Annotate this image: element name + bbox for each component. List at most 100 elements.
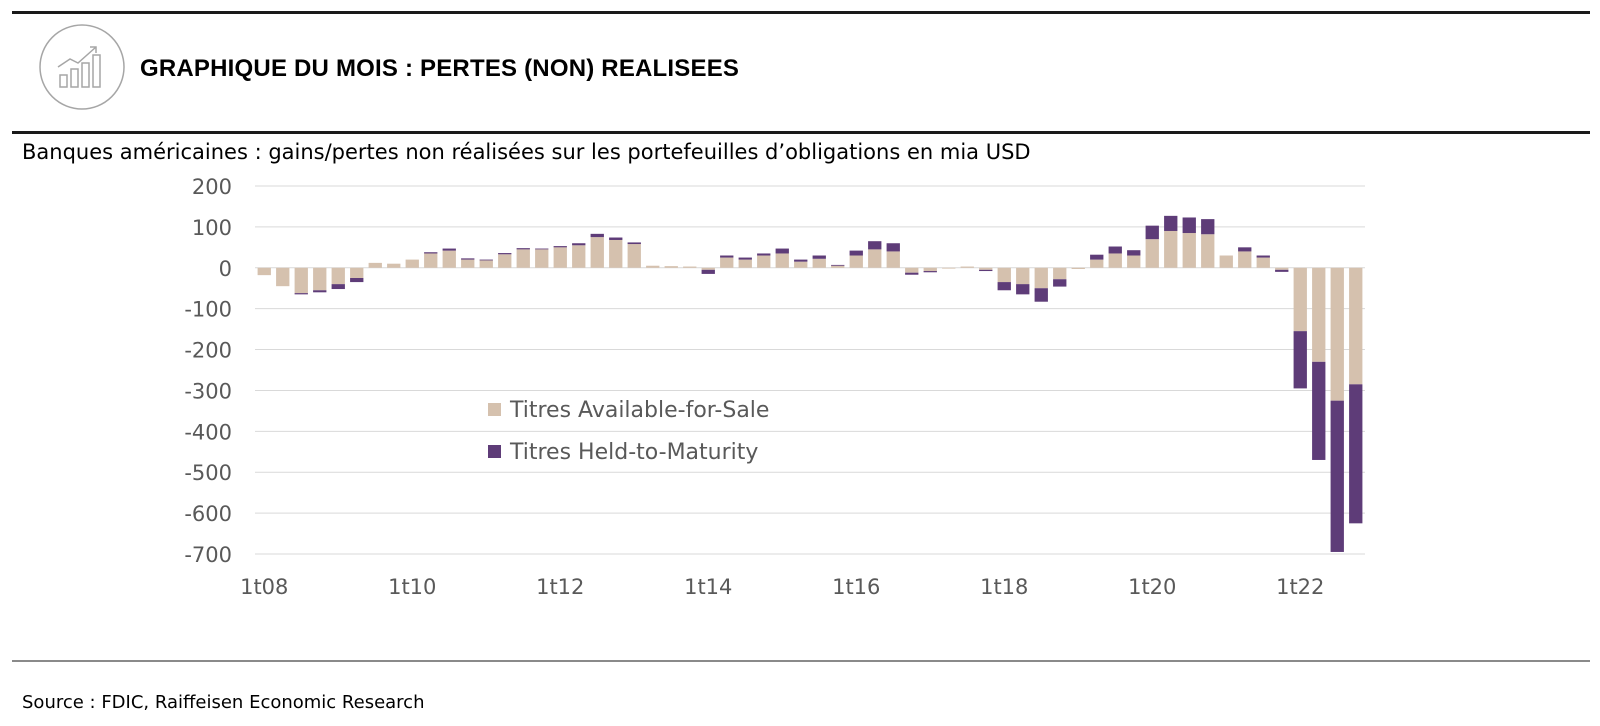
bar-htm bbox=[294, 293, 308, 295]
bar-htm bbox=[516, 248, 530, 250]
y-tick-label: 0 bbox=[219, 257, 232, 281]
y-tick-label: 100 bbox=[192, 216, 232, 240]
chart-gridlines bbox=[255, 185, 1365, 555]
bar-htm bbox=[1238, 247, 1252, 252]
bar-htm bbox=[886, 243, 900, 252]
x-tick-label: 1t08 bbox=[240, 575, 288, 599]
legend-label-htm: Titres Held-to-Maturity bbox=[509, 440, 758, 465]
bar-htm bbox=[794, 259, 808, 262]
bar-htm bbox=[775, 248, 789, 254]
bar-afs bbox=[942, 267, 956, 269]
footer-rule bbox=[12, 660, 1590, 662]
bar-htm bbox=[979, 269, 993, 272]
bar-afs bbox=[368, 262, 382, 268]
chart-growth-icon bbox=[39, 24, 125, 110]
bar-htm bbox=[572, 243, 586, 246]
bar-htm bbox=[1053, 279, 1067, 287]
bar-afs bbox=[812, 258, 826, 268]
chart-bars bbox=[257, 215, 1363, 552]
bar-htm bbox=[1312, 361, 1326, 460]
bar-afs bbox=[405, 259, 419, 268]
bar-afs bbox=[1127, 255, 1141, 268]
y-axis: 200 100 0 -100 -200 -300 -400 -500 -600 -700 bbox=[184, 175, 232, 567]
bar-afs bbox=[868, 249, 882, 268]
bar-htm bbox=[1201, 219, 1215, 235]
bar-htm bbox=[923, 271, 937, 273]
legend-swatch-htm bbox=[488, 445, 501, 458]
bar-htm bbox=[905, 272, 919, 275]
bar-afs bbox=[794, 261, 808, 268]
y-tick-label: -700 bbox=[184, 543, 232, 567]
bar-afs bbox=[276, 267, 290, 287]
y-tick-label: -400 bbox=[184, 420, 232, 444]
bar-afs bbox=[701, 267, 715, 270]
bar-afs bbox=[1034, 267, 1048, 289]
x-tick-label: 1t20 bbox=[1128, 575, 1176, 599]
bar-afs bbox=[905, 267, 919, 273]
bar-afs bbox=[442, 250, 456, 268]
bar-htm bbox=[350, 278, 364, 283]
header-bottom-rule bbox=[12, 131, 1590, 134]
x-tick-label: 1t22 bbox=[1276, 575, 1324, 599]
bar-afs bbox=[1145, 239, 1159, 268]
bar-afs bbox=[461, 259, 475, 268]
bar-afs bbox=[1349, 267, 1363, 385]
bar-afs bbox=[535, 249, 549, 268]
bar-htm bbox=[1293, 331, 1307, 389]
bar-afs bbox=[387, 263, 401, 268]
bar-afs bbox=[516, 249, 530, 268]
bar-afs bbox=[1312, 267, 1326, 362]
bar-afs bbox=[646, 265, 660, 268]
bar-htm bbox=[1330, 400, 1344, 552]
bar-afs bbox=[664, 266, 678, 268]
bar-afs bbox=[1016, 267, 1030, 285]
bar-afs bbox=[294, 267, 308, 294]
bar-afs bbox=[997, 267, 1011, 283]
bar-afs bbox=[627, 244, 641, 268]
y-tick-label: -600 bbox=[184, 502, 232, 526]
y-tick-label: -300 bbox=[184, 379, 232, 403]
bar-afs bbox=[757, 255, 771, 268]
bar-afs bbox=[1182, 233, 1196, 268]
x-tick-label: 1t16 bbox=[832, 575, 880, 599]
bar-afs bbox=[424, 253, 438, 268]
bar-htm bbox=[331, 284, 345, 290]
x-tick-label: 1t14 bbox=[684, 575, 732, 599]
bar-htm bbox=[1275, 269, 1289, 272]
bar-htm bbox=[609, 237, 623, 240]
bar-afs bbox=[738, 259, 752, 268]
bar-afs bbox=[313, 267, 327, 291]
chart-legend: Titres Available-for-Sale Titres Held-to… bbox=[488, 398, 769, 465]
bar-afs bbox=[1071, 267, 1085, 270]
bar-htm bbox=[720, 255, 734, 258]
bar-htm bbox=[1108, 246, 1122, 254]
bar-afs bbox=[1330, 267, 1344, 401]
bar-afs bbox=[1238, 251, 1252, 268]
bar-afs bbox=[331, 267, 345, 285]
bar-afs bbox=[720, 257, 734, 268]
bar-afs bbox=[849, 255, 863, 268]
bar-htm bbox=[1349, 384, 1363, 524]
y-tick-label: -500 bbox=[184, 461, 232, 485]
bar-afs bbox=[960, 266, 974, 268]
bar-afs bbox=[350, 267, 364, 278]
x-tick-label: 1t12 bbox=[536, 575, 584, 599]
bar-htm bbox=[1034, 288, 1048, 302]
bar-htm bbox=[313, 290, 327, 293]
header-top-rule bbox=[12, 11, 1590, 14]
bar-afs bbox=[590, 237, 604, 268]
legend-swatch-afs bbox=[488, 403, 501, 416]
bar-htm bbox=[831, 264, 845, 266]
bar-afs bbox=[923, 267, 937, 272]
bar-afs bbox=[1275, 267, 1289, 270]
bar-afs bbox=[775, 253, 789, 268]
bar-htm bbox=[1090, 254, 1104, 260]
bar-htm bbox=[1164, 215, 1178, 231]
bar-htm bbox=[424, 252, 438, 254]
bar-afs bbox=[1090, 259, 1104, 268]
bar-afs bbox=[979, 267, 993, 270]
bar-htm bbox=[535, 248, 549, 250]
x-tick-label: 1t10 bbox=[388, 575, 436, 599]
bar-htm bbox=[1145, 225, 1159, 240]
